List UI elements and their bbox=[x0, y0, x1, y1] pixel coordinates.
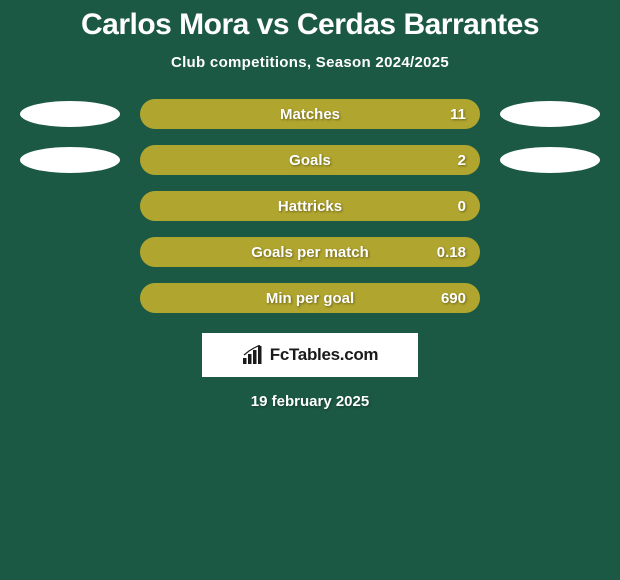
stat-value: 690 bbox=[441, 290, 466, 307]
stat-label: Hattricks bbox=[278, 198, 342, 215]
ellipse-right bbox=[500, 101, 600, 127]
stat-row: Goals 2 bbox=[0, 145, 620, 175]
stat-row: Hattricks 0 bbox=[0, 191, 620, 221]
stat-label: Goals per match bbox=[251, 244, 369, 261]
stat-label: Matches bbox=[280, 106, 340, 123]
stat-row: Min per goal 690 bbox=[0, 283, 620, 313]
stat-bar: Min per goal 690 bbox=[140, 283, 480, 313]
stat-value: 2 bbox=[458, 152, 466, 169]
logo-box: FcTables.com bbox=[202, 333, 418, 377]
stat-bar: Goals 2 bbox=[140, 145, 480, 175]
ellipse-left bbox=[20, 101, 120, 127]
stat-bar: Goals per match 0.18 bbox=[140, 237, 480, 267]
page-title: Carlos Mora vs Cerdas Barrantes bbox=[0, 8, 620, 42]
stat-value: 0.18 bbox=[437, 244, 466, 261]
ellipse-left bbox=[20, 147, 120, 173]
stat-value: 11 bbox=[450, 106, 466, 123]
stat-label: Min per goal bbox=[266, 290, 354, 307]
stat-row: Goals per match 0.18 bbox=[0, 237, 620, 267]
stat-row: Matches 11 bbox=[0, 99, 620, 129]
logo-text: FcTables.com bbox=[270, 345, 379, 365]
chart-icon bbox=[242, 345, 264, 365]
stats-area: Matches 11 Goals 2 Hattricks 0 Goals per match… bbox=[0, 99, 620, 313]
stat-value: 0 bbox=[458, 198, 466, 215]
date-text: 19 february 2025 bbox=[0, 393, 620, 410]
stat-bar: Matches 11 bbox=[140, 99, 480, 129]
subtitle: Club competitions, Season 2024/2025 bbox=[0, 54, 620, 71]
ellipse-right bbox=[500, 147, 600, 173]
stat-bar: Hattricks 0 bbox=[140, 191, 480, 221]
infographic-container: Carlos Mora vs Cerdas Barrantes Club com… bbox=[0, 0, 620, 580]
stat-label: Goals bbox=[289, 152, 331, 169]
